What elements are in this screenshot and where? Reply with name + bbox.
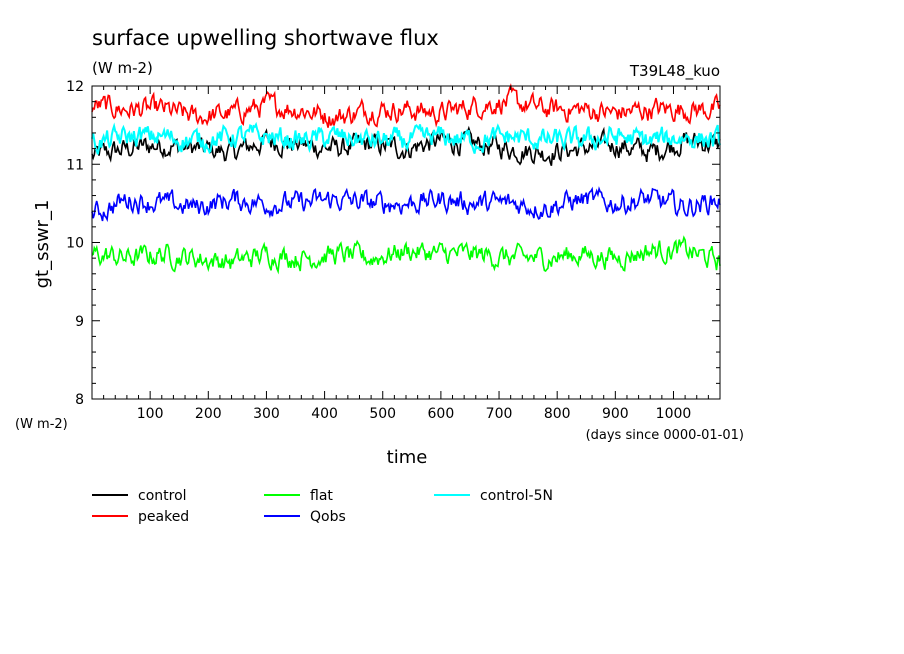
y-axis-label: gt_sswr_1 bbox=[32, 200, 53, 289]
y-tick-label: 10 bbox=[66, 236, 84, 252]
series-line-peaked bbox=[91, 83, 721, 128]
y-unit-label: (W m-2) bbox=[15, 417, 68, 432]
x-tick-label: 100 bbox=[137, 406, 164, 422]
y-tick-label: 9 bbox=[75, 314, 84, 330]
series-line-qobs bbox=[91, 186, 721, 223]
y-tick-label: 11 bbox=[66, 157, 84, 173]
x-tick-label: 500 bbox=[369, 406, 396, 422]
series-line-control-5n bbox=[91, 121, 721, 155]
x-tick-label: 400 bbox=[311, 406, 338, 422]
x-tick-label: 600 bbox=[428, 406, 455, 422]
x-tick-label: 700 bbox=[486, 406, 513, 422]
axes-layer: 100 200 300 400 500 600 700 800 900 1000 8 9 10 11 12 bbox=[66, 79, 721, 422]
legend-label: control bbox=[138, 488, 187, 504]
series-line-flat bbox=[91, 235, 721, 275]
y-tick-label: 12 bbox=[66, 79, 84, 95]
legend-label: peaked bbox=[138, 509, 189, 525]
legend-label: flat bbox=[310, 488, 333, 504]
legend-label: control-5N bbox=[480, 488, 553, 504]
chart-title: surface upwelling shortwave flux bbox=[92, 26, 439, 50]
series-line-control bbox=[91, 125, 721, 166]
run-label: T39L48_kuo bbox=[629, 62, 720, 81]
x-tick-label: 900 bbox=[602, 406, 629, 422]
x-axis-label: time bbox=[387, 447, 428, 468]
x-tick-label: 300 bbox=[253, 406, 280, 422]
x-unit-label: (days since 0000-01-01) bbox=[586, 428, 744, 443]
chart-units: (W m-2) bbox=[92, 59, 153, 77]
series-layer bbox=[91, 83, 721, 275]
legend: control peaked flat Qobs control-5N bbox=[92, 488, 553, 525]
y-tick-label: 8 bbox=[75, 392, 84, 408]
x-tick-label: 1000 bbox=[656, 406, 692, 422]
x-tick-label: 800 bbox=[544, 406, 571, 422]
legend-label: Qobs bbox=[310, 509, 346, 525]
x-tick-label: 200 bbox=[195, 406, 222, 422]
